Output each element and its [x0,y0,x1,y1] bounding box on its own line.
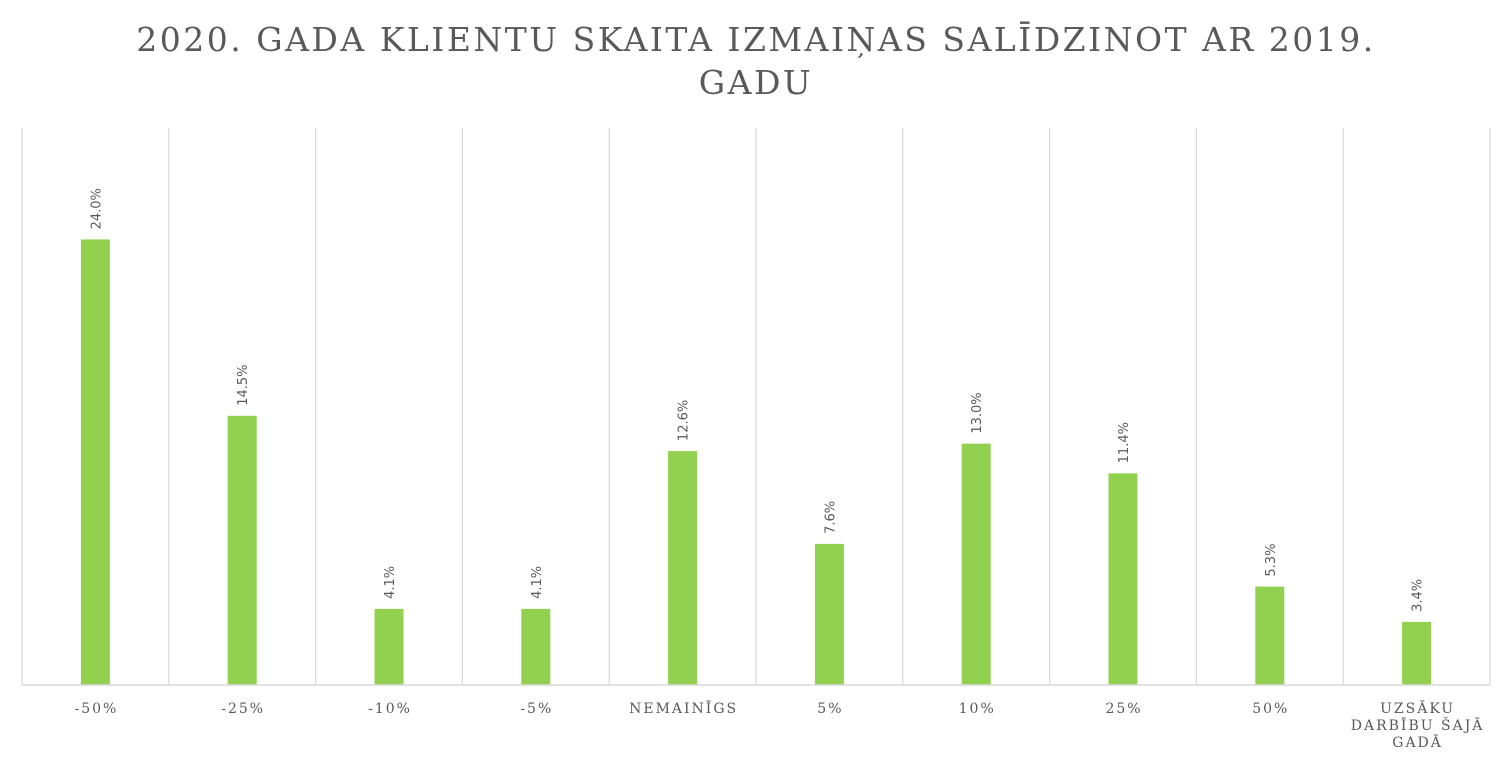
data-label: 12.6% [677,400,692,441]
gridlines [21,128,1491,685]
x-tick-label: -10% [368,701,412,717]
x-tick-label: 50% [1252,701,1289,717]
x-tick-label: -25% [221,701,265,717]
data-label: 14.5% [236,364,251,405]
chart-title: 2020. GADA KLIENTU SKAITA IZMAIŅAS SALĪD… [0,18,1512,104]
data-label: 24.0% [89,188,104,229]
chart-title-line-2: GADU [698,63,814,102]
x-tick-label: -50% [74,701,118,717]
x-tick-label: DARBĪBU ŠAJĀ [1351,716,1485,734]
bar [961,443,991,685]
x-tick-label: 10% [959,701,996,717]
x-tick-label: -5% [520,701,553,717]
data-label: 4.1% [383,566,398,599]
bar [814,543,844,685]
bar [1402,621,1432,685]
bar [521,608,551,685]
x-tick-label: 25% [1105,701,1142,717]
x-tick-label: 5% [817,701,843,717]
data-label: 13.0% [970,392,985,433]
x-tick-label: NEMAINĪGS [629,699,738,717]
data-labels: 24.0% 14.5% 4.1% 4.1% 12.6% 7.6% 13.0% 11.4% 5.3… [89,188,1425,612]
x-axis: -50% -25% -10% -5% NEMAINĪGS 5% 10% 25% 50% UZSĀK… [22,684,1490,751]
data-label: 11.4% [1117,422,1132,463]
bar [668,451,698,685]
bar [80,239,110,685]
data-label: 5.3% [1264,544,1279,577]
bar [1108,473,1138,685]
bar [227,415,257,685]
data-label: 7.6% [823,501,838,534]
bars [80,239,1432,685]
data-label: 3.4% [1411,579,1426,612]
x-tick-label: UZSĀKU [1380,699,1455,717]
x-tick-label: GADĀ [1392,733,1443,751]
chart-title-line-1: 2020. GADA KLIENTU SKAITA IZMAIŅAS SALĪD… [136,20,1376,59]
bar [374,608,404,685]
bar [1255,586,1285,685]
data-label: 4.1% [530,566,545,599]
